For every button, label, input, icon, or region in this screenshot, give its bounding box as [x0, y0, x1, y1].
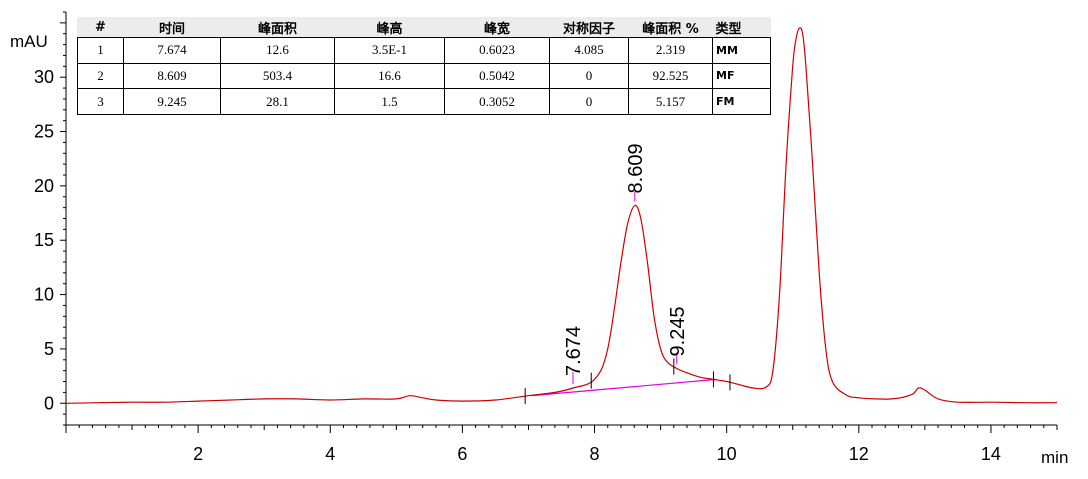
cell-area: 503.4	[220, 62, 335, 90]
y-tick-label: 20	[34, 176, 54, 196]
cell-height: 1.5	[334, 88, 445, 115]
x-tick-label: 6	[457, 444, 467, 464]
cell-number: 1	[77, 37, 124, 64]
y-tick-label: 0	[44, 393, 54, 413]
baseline-line	[531, 378, 717, 397]
cell-type: MF	[712, 62, 771, 90]
cell-number: 2	[77, 62, 124, 90]
y-tick-label: 15	[34, 230, 54, 250]
peak-label: 9.245	[667, 306, 689, 356]
table-row: 2 8.609 503.4 16.6 0.5042 0 92.525 MF	[77, 62, 771, 90]
x-tick-label: 2	[193, 444, 203, 464]
y-tick-label: 25	[34, 122, 54, 142]
table-row: 3 9.245 28.1 1.5 0.3052 0 5.157 FM	[77, 88, 771, 115]
cell-symmetry: 0	[549, 88, 629, 115]
peak-table: # 时间 峰面积 峰高 峰宽 对称因子 峰面积 % 类型 1 7.674 12.…	[77, 17, 771, 115]
x-axis-unit: min	[1041, 448, 1068, 467]
cell-area: 28.1	[220, 88, 335, 115]
y-tick-label: 30	[34, 67, 54, 87]
cell-type: MM	[712, 37, 771, 64]
x-tick-label: 12	[849, 444, 869, 464]
integration-baseline	[531, 378, 717, 397]
cell-height: 3.5E-1	[334, 37, 445, 64]
cell-time: 7.674	[123, 37, 221, 64]
x-tick-label: 8	[590, 444, 600, 464]
cell-time: 8.609	[123, 62, 221, 90]
header-time: 时间	[158, 21, 185, 37]
x-tick-label: 4	[325, 444, 335, 464]
cell-area-percent: 5.157	[628, 88, 713, 115]
y-tick-label: 10	[34, 285, 54, 305]
header-area-percent: 峰面积 %	[642, 21, 699, 37]
cell-width: 0.3052	[444, 88, 550, 115]
cell-area-percent: 92.525	[628, 62, 713, 90]
peak-label: 7.674	[563, 326, 585, 376]
peak-table-header-row: # 时间 峰面积 峰高 峰宽 对称因子 峰面积 % 类型	[78, 17, 771, 38]
header-symmetry: 对称因子	[562, 21, 615, 37]
cell-height: 16.6	[334, 62, 445, 90]
table-row: 1 7.674 12.6 3.5E-1 0.6023 4.085 2.319 M…	[77, 37, 771, 64]
cell-time: 9.245	[123, 88, 221, 115]
event-marks	[524, 358, 731, 405]
x-tick-label: 10	[717, 444, 737, 464]
header-width: 峰宽	[483, 21, 510, 37]
header-height: 峰高	[376, 21, 403, 37]
cell-area-percent: 2.319	[628, 37, 713, 64]
peak-label: 8.609	[625, 143, 647, 193]
signal-trace	[65, 27, 1058, 404]
cell-width: 0.5042	[444, 62, 550, 90]
header-area: 峰面积	[257, 21, 297, 37]
x-tick-label: 14	[981, 444, 1001, 464]
y-axis-unit: mAU	[10, 32, 48, 51]
cell-type: FM	[712, 88, 771, 115]
cell-area: 12.6	[220, 37, 335, 64]
peak-labels: 7.674 8.609 9.245	[563, 143, 689, 385]
header-type: 类型	[715, 21, 742, 37]
y-tick-label: 5	[44, 339, 54, 359]
header-number: #	[95, 19, 106, 35]
cell-number: 3	[77, 88, 124, 115]
signal-line	[65, 27, 1058, 404]
cell-symmetry: 4.085	[549, 37, 629, 64]
cell-symmetry: 0	[549, 62, 629, 90]
cell-width: 0.6023	[444, 37, 550, 64]
